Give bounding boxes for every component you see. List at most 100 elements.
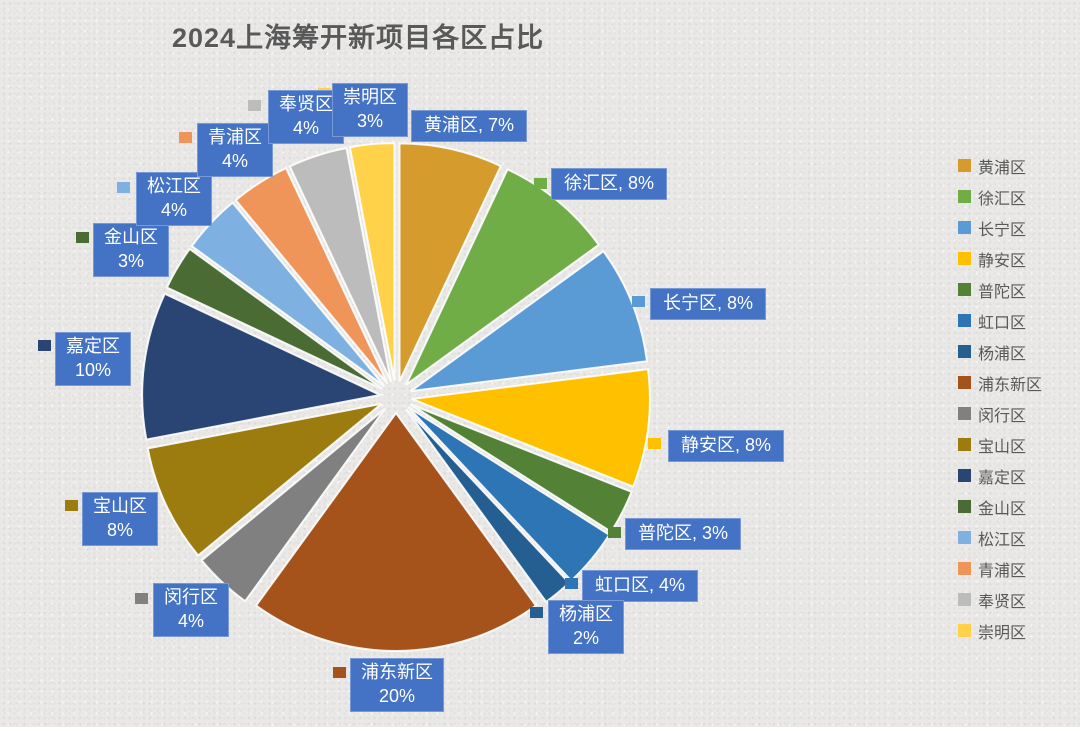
legend-color-swatch-icon — [958, 407, 971, 420]
legend-color-swatch-icon — [958, 593, 971, 606]
data-label-长宁区: 长宁区, 8% — [650, 288, 767, 320]
data-label-line: 2% — [572, 627, 599, 648]
legend-item-松江区: 松江区 — [958, 522, 1042, 553]
label-color-swatch-icon — [38, 340, 51, 351]
pie-slice-宝山区 — [146, 402, 383, 557]
pie-slice-浦东新区 — [254, 411, 538, 652]
legend-color-swatch-icon — [958, 159, 971, 172]
legend-item-金山区: 金山区 — [958, 491, 1042, 522]
label-color-swatch-icon — [534, 178, 547, 189]
data-label-普陀区: 普陀区, 3% — [625, 518, 742, 550]
pie-slice-徐汇区 — [405, 167, 601, 386]
data-label-line: 浦东新区 — [361, 662, 433, 682]
label-color-swatch-icon — [65, 500, 78, 511]
legend-item-黄浦区: 黄浦区 — [958, 150, 1042, 181]
pie-slice-闵行区 — [200, 407, 386, 603]
data-label-line: 嘉定区 — [66, 336, 120, 356]
data-label-line: 8% — [106, 519, 133, 540]
legend-color-swatch-icon — [958, 190, 971, 203]
pie-slice-金山区 — [165, 247, 383, 390]
pie-slice-奉贤区 — [288, 146, 393, 383]
legend-color-swatch-icon — [958, 500, 971, 513]
data-label-line: 长宁区, 8% — [663, 293, 754, 313]
label-color-swatch-icon — [648, 438, 661, 449]
legend-label: 嘉定区 — [978, 469, 1027, 487]
legend: 黄浦区徐汇区长宁区静安区普陀区虹口区杨浦区浦东新区闵行区宝山区嘉定区金山区松江区… — [958, 150, 1042, 646]
legend-label: 黄浦区 — [978, 159, 1027, 177]
label-color-swatch-icon — [179, 132, 192, 143]
legend-label: 虹口区 — [978, 314, 1027, 332]
data-label-静安区: 静安区, 8% — [668, 430, 785, 462]
label-color-swatch-icon — [632, 296, 645, 307]
legend-label: 长宁区 — [978, 221, 1027, 239]
legend-color-swatch-icon — [958, 314, 971, 327]
label-color-swatch-icon — [565, 578, 578, 589]
legend-item-闵行区: 闵行区 — [958, 398, 1042, 429]
label-color-swatch-icon — [76, 232, 89, 243]
data-label-line: 杨浦区 — [559, 604, 613, 624]
legend-label: 普陀区 — [978, 283, 1027, 301]
label-color-swatch-icon — [135, 593, 148, 604]
data-label-line: 4% — [221, 150, 248, 171]
data-label-嘉定区: 嘉定区 10% — [55, 332, 131, 386]
data-label-line: 静安区, 8% — [681, 435, 772, 455]
pie-slice-静安区 — [411, 368, 651, 488]
legend-label: 崇明区 — [978, 624, 1027, 642]
pie-slice-青浦区 — [234, 166, 389, 385]
legend-item-浦东新区: 浦东新区 — [958, 367, 1042, 398]
legend-item-长宁区: 长宁区 — [958, 212, 1042, 243]
data-label-松江区: 松江区 4% — [136, 172, 212, 226]
legend-item-虹口区: 虹口区 — [958, 305, 1042, 336]
legend-color-swatch-icon — [958, 469, 971, 482]
legend-color-swatch-icon — [958, 345, 971, 358]
data-label-line: 4% — [177, 610, 204, 631]
legend-item-徐汇区: 徐汇区 — [958, 181, 1042, 212]
legend-label: 徐汇区 — [978, 190, 1027, 208]
legend-color-swatch-icon — [958, 438, 971, 451]
legend-label: 静安区 — [978, 252, 1027, 270]
legend-item-奉贤区: 奉贤区 — [958, 584, 1042, 615]
legend-color-swatch-icon — [958, 624, 971, 637]
data-label-青浦区: 青浦区 4% — [197, 123, 273, 177]
pie-slice-崇明区 — [348, 142, 396, 382]
data-label-崇明区: 崇明区 3% — [332, 83, 408, 137]
data-label-宝山区: 宝山区 8% — [82, 492, 158, 546]
legend-label: 青浦区 — [978, 562, 1027, 580]
data-label-line: 闵行区 — [164, 587, 218, 607]
legend-label: 杨浦区 — [978, 345, 1027, 363]
bottom-margin — [0, 727, 1080, 731]
legend-color-swatch-icon — [958, 531, 971, 544]
data-label-徐汇区: 徐汇区, 8% — [551, 168, 668, 200]
legend-label: 松江区 — [978, 531, 1027, 549]
pie-slice-黄浦区 — [398, 142, 503, 382]
data-label-line: 普陀区, 3% — [638, 523, 729, 543]
legend-label: 浦东新区 — [978, 376, 1043, 394]
data-label-金山区: 金山区 3% — [93, 223, 169, 277]
data-label-line: 徐汇区, 8% — [564, 173, 655, 193]
legend-label: 奉贤区 — [978, 593, 1027, 611]
legend-item-宝山区: 宝山区 — [958, 429, 1042, 460]
data-label-line: 奉贤区 — [279, 94, 333, 114]
legend-color-swatch-icon — [958, 562, 971, 575]
legend-color-swatch-icon — [958, 221, 971, 234]
data-label-line: 黄浦区, 7% — [424, 115, 515, 135]
legend-label: 金山区 — [978, 500, 1027, 518]
data-label-line: 青浦区 — [208, 127, 262, 147]
legend-label: 宝山区 — [978, 438, 1027, 456]
data-label-line: 金山区 — [104, 227, 158, 247]
legend-item-静安区: 静安区 — [958, 243, 1042, 274]
legend-label: 闵行区 — [978, 407, 1027, 425]
data-label-line: 崇明区 — [343, 87, 397, 107]
label-color-swatch-icon — [117, 182, 130, 193]
data-label-杨浦区: 杨浦区 2% — [548, 600, 624, 654]
label-color-swatch-icon — [333, 667, 346, 678]
data-label-line: 宝山区 — [93, 496, 147, 516]
data-label-line: 4% — [292, 117, 319, 138]
data-label-浦东新区: 浦东新区 20% — [350, 658, 444, 712]
data-label-line: 4% — [160, 199, 187, 220]
legend-color-swatch-icon — [958, 283, 971, 296]
data-label-line: 20% — [378, 685, 416, 706]
label-color-swatch-icon — [248, 100, 261, 111]
chart-title: 2024上海筹开新项目各区占比 — [172, 23, 545, 53]
